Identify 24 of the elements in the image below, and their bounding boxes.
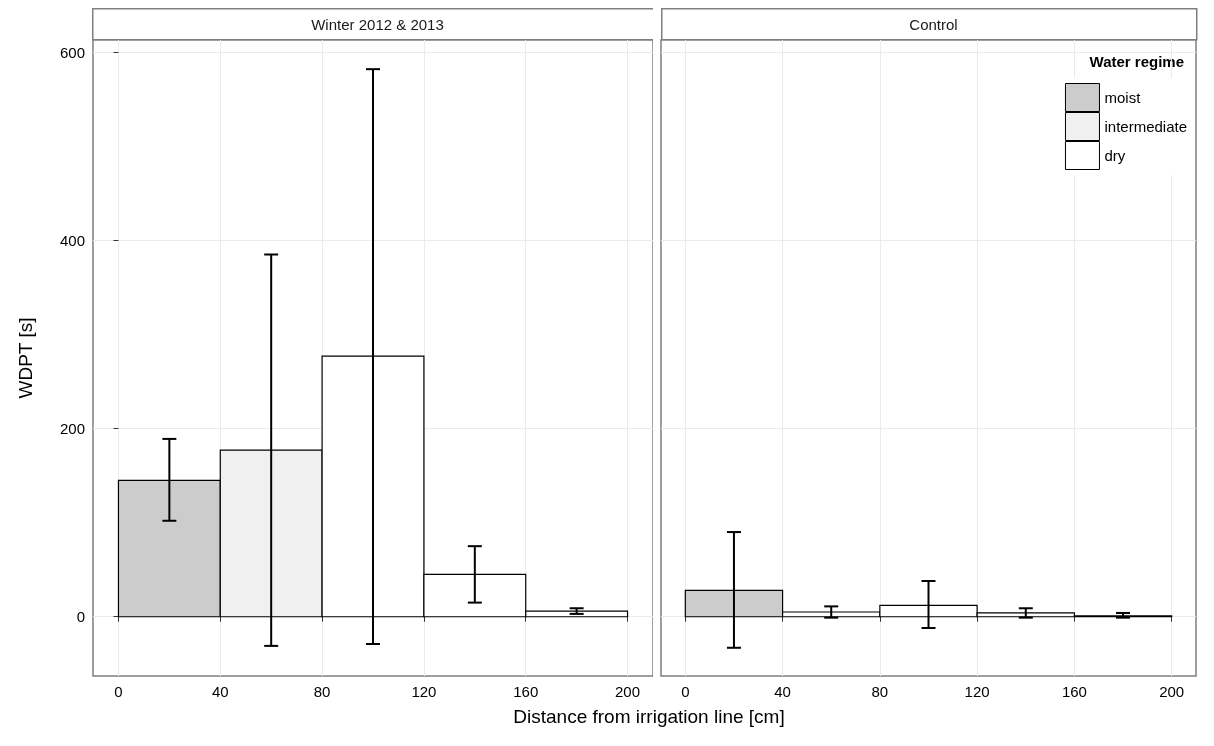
x-tick-label: 120 bbox=[411, 683, 437, 700]
legend-label: intermediate bbox=[1104, 118, 1187, 135]
y-tick-label: 600 bbox=[59, 43, 85, 61]
x-tick-label: 200 bbox=[1159, 683, 1185, 700]
x-tick-label: 120 bbox=[964, 683, 990, 700]
y-tick-label: 200 bbox=[59, 420, 85, 438]
x-tick-label: 160 bbox=[513, 683, 539, 700]
x-tick-label: 80 bbox=[871, 683, 889, 700]
x-tick-label: 0 bbox=[114, 683, 123, 700]
y-tick-label: 0 bbox=[76, 608, 85, 626]
chart-title: Control bbox=[909, 16, 958, 33]
x-axis-title: Distance from irrigation line [cm] bbox=[512, 706, 786, 728]
y-tick-label: 400 bbox=[59, 231, 85, 249]
y-axis-title: WDPT [s] bbox=[15, 317, 36, 399]
x-tick-label: 160 bbox=[1061, 683, 1087, 700]
legend-title: Water regime bbox=[1089, 53, 1185, 70]
x-tick-label: 0 bbox=[681, 683, 690, 700]
x-tick-label: 40 bbox=[211, 683, 229, 700]
x-tick-label: 40 bbox=[774, 683, 791, 700]
chart-title: Winter 2012 & 2013 bbox=[311, 16, 444, 33]
legend-label: dry bbox=[1104, 147, 1126, 164]
legend-label: moist bbox=[1104, 89, 1142, 106]
x-tick-label: 80 bbox=[313, 683, 331, 700]
x-tick-label: 200 bbox=[615, 683, 641, 700]
